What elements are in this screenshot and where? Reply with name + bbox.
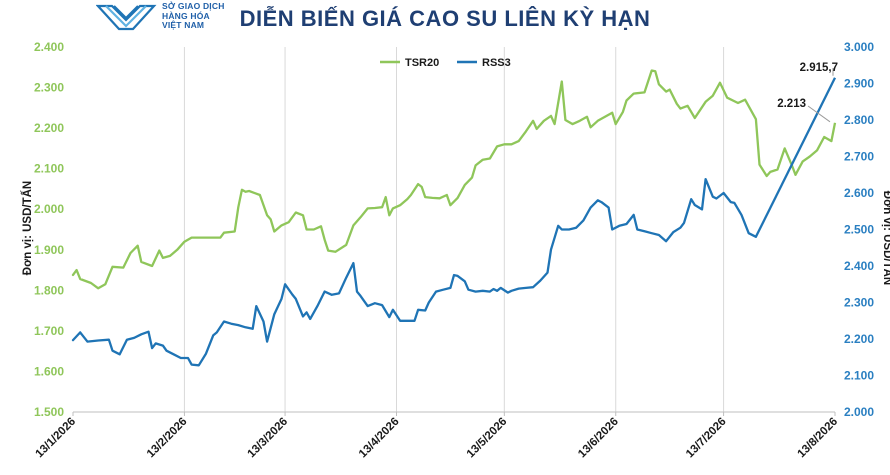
y-left-tick-label: 1.800 xyxy=(34,283,64,297)
org-line: SỞ GIAO DỊCH xyxy=(162,1,225,11)
annotation-tsr20-last: 2.213 xyxy=(777,98,806,110)
logo-mark-icon xyxy=(95,4,157,31)
y-left-tick-label: 2.400 xyxy=(34,40,64,54)
y-left-tick-label: 1.900 xyxy=(34,243,64,257)
chart-title: DIỄN BIẾN GIÁ CAO SU LIÊN KỲ HẠN xyxy=(239,6,651,31)
x-tick-label: 13/1/2026 xyxy=(33,416,78,461)
series-line-tsr20 xyxy=(71,69,833,290)
y-left-tick-label: 2.000 xyxy=(34,202,64,216)
y-right-tick-label: 2.500 xyxy=(844,223,874,237)
y-right-tick-label: 2.100 xyxy=(844,369,874,383)
y-right-tick-label: 2.800 xyxy=(844,113,874,127)
y-right-axis-title: Đơn vị: USD/TẤN xyxy=(881,191,890,285)
x-tick-label: 13/8/2026 xyxy=(795,416,840,461)
series-end-tsr20 xyxy=(830,122,837,142)
x-tick-label: 13/7/2026 xyxy=(684,416,729,461)
x-tick-label: 13/4/2026 xyxy=(357,416,402,461)
org-line: VIỆT NAM xyxy=(162,20,205,30)
y-right-tick-label: 2.000 xyxy=(844,405,874,419)
org-name: SỞ GIAO DỊCH HÀNG HÓA VIỆT NAM xyxy=(162,1,225,31)
series-line-rss3 xyxy=(71,177,758,367)
y-right-tick-label: 2.700 xyxy=(844,150,874,164)
y-right-tick-label: 2.900 xyxy=(844,77,874,91)
annotation-leader xyxy=(807,105,831,123)
y-left-axis-title: Đơn vị: USD/TẤN xyxy=(21,181,34,275)
y-right-tick-label: 2.600 xyxy=(844,186,874,200)
y-left-tick-label: 1.500 xyxy=(34,405,64,419)
y-left-tick-label: 2.100 xyxy=(34,162,64,176)
y-left-tick-label: 1.600 xyxy=(34,364,64,378)
y-right-tick-label: 3.000 xyxy=(844,40,874,54)
y-left-tick-label: 1.700 xyxy=(34,324,64,338)
y-left-tick-label: 2.200 xyxy=(34,121,64,135)
x-tick-label: 13/3/2026 xyxy=(246,416,291,461)
series-end-rss3 xyxy=(754,77,837,238)
x-tick-label: 13/6/2026 xyxy=(576,416,621,461)
y-right-tick-label: 2.400 xyxy=(844,259,874,273)
y-right-tick-label: 2.300 xyxy=(844,296,874,310)
x-tick-label: 13/5/2026 xyxy=(465,416,510,461)
logo: SỞ GIAO DỊCH HÀNG HÓA VIỆT NAM xyxy=(95,1,236,34)
org-line: HÀNG HÓA xyxy=(162,10,210,21)
x-tick-label: 13/2/2026 xyxy=(145,416,190,461)
legend-label-tsr20: TSR20 xyxy=(405,57,439,69)
annotation-rss3-last: 2.915,7 xyxy=(800,62,838,74)
legend-label-rss3: RSS3 xyxy=(482,57,511,69)
y-left-tick-label: 2.300 xyxy=(34,81,64,95)
y-right-tick-label: 2.200 xyxy=(844,332,874,346)
